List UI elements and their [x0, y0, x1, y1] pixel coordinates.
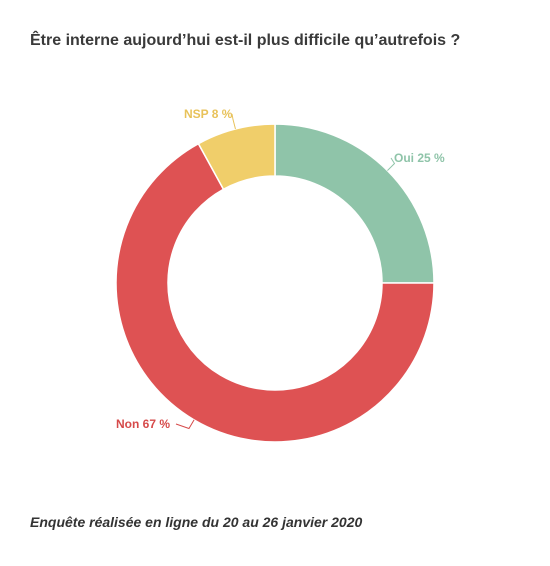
slice-nsp [197, 123, 276, 191]
leader-oui [387, 157, 396, 171]
slice-non [115, 142, 435, 443]
chart-title: Être interne aujourd’hui est-il plus dif… [30, 32, 461, 49]
leader-non [175, 419, 195, 430]
label-oui: Oui 25 % [394, 151, 445, 165]
leader-nsp [231, 113, 236, 130]
slice-labels: Oui 25 % Non 67 % NSP 8 % [116, 107, 445, 431]
label-leaders [175, 113, 396, 430]
label-nsp: NSP 8 % [184, 107, 233, 121]
slice-oui [274, 123, 435, 284]
donut-slices [115, 123, 435, 443]
survey-note: Enquête réalisée en ligne du 20 au 26 ja… [30, 514, 363, 530]
label-non: Non 67 % [116, 417, 170, 431]
